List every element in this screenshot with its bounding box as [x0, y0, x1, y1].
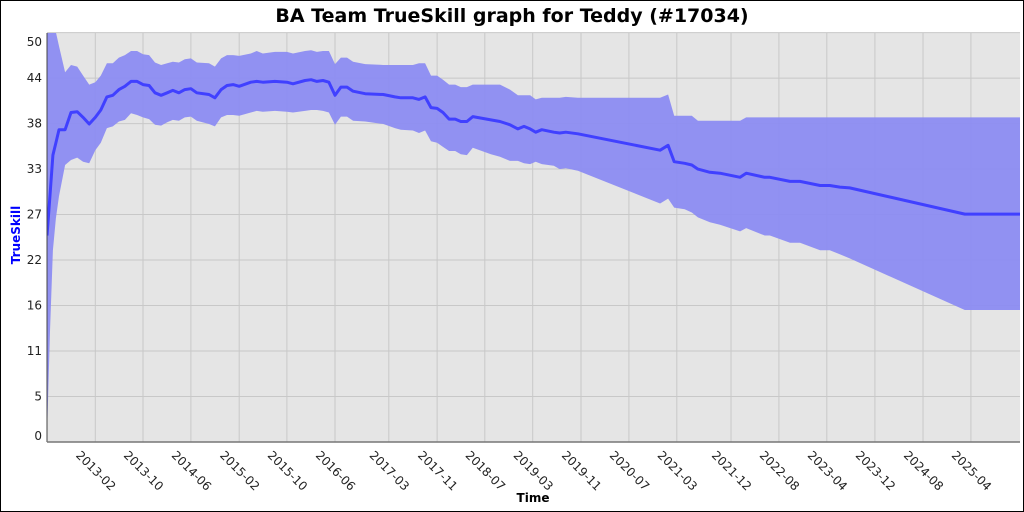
x-tick-label: 2014-06: [169, 448, 214, 493]
x-axis-label: Time: [516, 491, 550, 505]
y-tick-label: 27: [27, 208, 42, 222]
series-group: [47, 33, 1020, 437]
x-tick-label: 2022-08: [757, 448, 802, 493]
x-tick-label: 2021-12: [709, 448, 754, 493]
y-tick-label: 44: [27, 71, 42, 85]
x-tick-label: 2021-03: [655, 448, 700, 493]
y-tick-label: 38: [27, 117, 42, 131]
y-tick-label: 33: [27, 162, 42, 176]
x-tick-label: 2013-02: [73, 448, 118, 493]
x-tick-label: 2017-11: [415, 448, 460, 493]
x-tick-label: 2023-12: [853, 448, 898, 493]
y-tick-label: 0: [34, 429, 42, 443]
x-tick-label: 2017-03: [367, 448, 412, 493]
uncertainty-band: [47, 33, 1020, 437]
y-tick-label: 16: [27, 299, 42, 313]
y-tick-label: 5: [34, 390, 42, 404]
x-tick-label: 2025-04: [949, 448, 994, 493]
x-tick-label: 2016-06: [313, 448, 358, 493]
x-tick-label: 2015-10: [265, 448, 310, 493]
y-tick-label: 11: [27, 344, 42, 358]
x-tick-label: 2019-03: [511, 448, 556, 493]
x-tick-label: 2013-10: [121, 448, 166, 493]
x-tick-label: 2018-07: [463, 448, 508, 493]
x-tick-label: 2015-02: [217, 448, 262, 493]
x-tick-label: 2019-11: [559, 448, 604, 493]
x-tick-label: 2024-08: [901, 448, 946, 493]
x-tick-label: 2023-04: [805, 448, 850, 493]
y-tick-label: 50: [27, 35, 42, 49]
trueskill-mean-line: [47, 78, 1020, 236]
x-tick-label: 2020-07: [607, 448, 652, 493]
chart-title: BA Team TrueSkill graph for Teddy (#1703…: [275, 5, 749, 27]
y-tick-label: 22: [27, 253, 42, 267]
